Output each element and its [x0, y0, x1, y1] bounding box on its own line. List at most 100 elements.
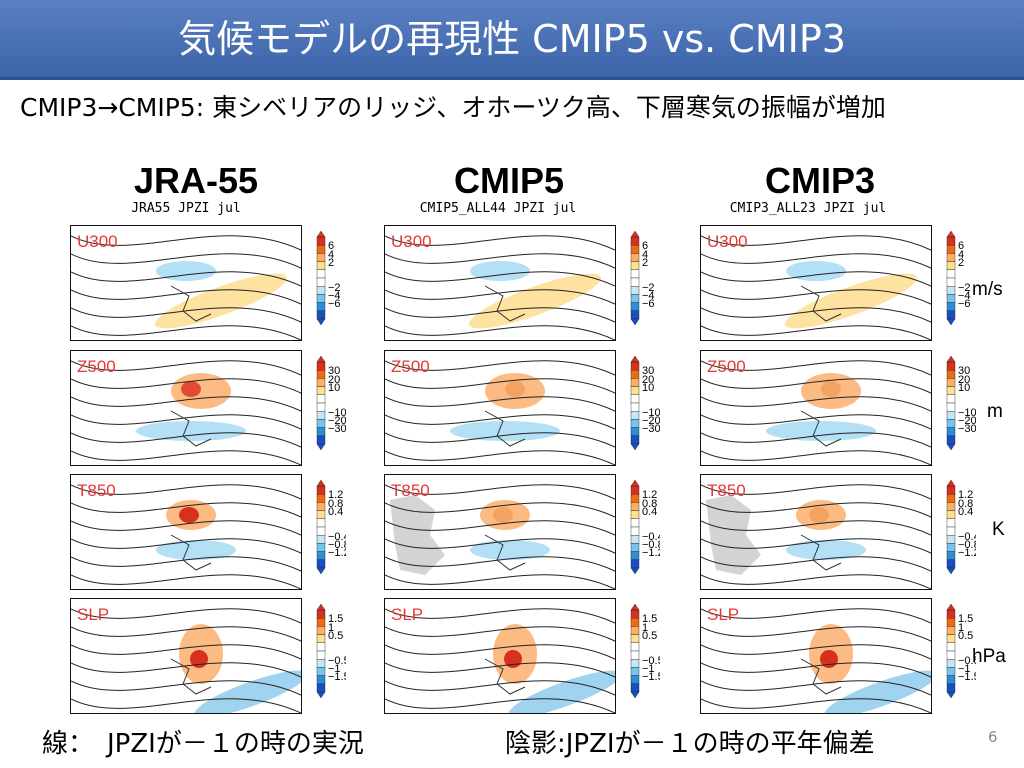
map-graphic	[385, 360, 615, 465]
map-panel-cmip5-z500: Z500	[384, 350, 616, 466]
colorbar-tick-label: −0.5	[328, 655, 346, 667]
map-panel-jra55-t850: T850	[70, 474, 302, 590]
shading-note: 陰影:JPZIが－１の時の平年偏差	[505, 729, 875, 759]
colorbar-tick-label: −2	[642, 282, 655, 294]
colorbar-tick-label: −20	[328, 415, 346, 427]
unit-label-z500: m	[987, 401, 1003, 422]
map-panel-cmip3-u300: U300	[700, 225, 932, 341]
colorbar-tick-label: −1.5	[958, 671, 976, 683]
colorbar-cmip5-slp: 1.510.5 −0.5−1−1.5	[630, 604, 660, 699]
colorbar-tick-label: 1	[958, 622, 964, 634]
colorbar-tick-label: −0.5	[642, 655, 660, 667]
colorbar-tick-label: 20	[642, 374, 654, 386]
column-heading-cmip5: CMIP5	[453, 160, 565, 201]
colorbar-tick-label: 6	[642, 240, 648, 252]
map-panel-cmip5-slp: SLP	[384, 598, 616, 714]
colorbar-tick-label: −20	[958, 415, 976, 427]
colorbar-tick-label: 4	[328, 249, 334, 261]
colorbar-tick-label: 10	[642, 382, 654, 394]
map-panel-jra55-slp: SLP	[70, 598, 302, 714]
map-graphic	[701, 484, 931, 589]
colorbar-tick-label: 10	[958, 382, 970, 394]
colorbar-tick-label: 30	[958, 365, 970, 377]
variable-label: Z500	[707, 357, 746, 376]
column-heading-jra55: JRA-55	[133, 160, 259, 201]
colorbar-tick-label: 1.2	[958, 489, 973, 501]
map-panel-jra55-u300: U300	[70, 225, 302, 341]
colorbar-tick-label: 30	[642, 365, 654, 377]
colorbar-tick-label: 6	[958, 240, 964, 252]
colorbar-tick-label: −30	[328, 423, 346, 435]
map-graphic	[385, 608, 615, 713]
colorbar-tick-label: −0.5	[958, 655, 976, 667]
slide-title: 気候モデルの再現性 CMIP5 vs. CMIP3	[178, 17, 846, 61]
colorbar-tick-label: −4	[328, 290, 341, 302]
title-bar: 気候モデルの再現性 CMIP5 vs. CMIP3	[0, 0, 1024, 80]
unit-label-u300: m/s	[972, 279, 1003, 300]
colorbar-tick-label: 4	[642, 249, 648, 261]
variable-label: T850	[77, 481, 116, 500]
colorbar-cmip5-u300: 642 −2−4−6	[630, 231, 655, 326]
unit-label-t850: K	[992, 519, 1005, 540]
colorbar-tick-label: −20	[642, 415, 660, 427]
colorbar-tick-label: −0.4	[642, 531, 660, 543]
column-heading-cmip3: CMIP3	[764, 160, 876, 201]
colorbar-tick-label: −4	[642, 290, 655, 302]
variable-label: SLP	[77, 605, 110, 624]
map-panel-cmip5-u300: U300	[384, 225, 616, 341]
variable-label: U300	[707, 232, 748, 251]
colorbar-tick-label: 1.5	[328, 613, 343, 625]
map-title-cmip3: CMIP3_ALL23 JPZI jul	[729, 201, 887, 216]
colorbar-tick-label: 1.2	[328, 489, 343, 501]
colorbar-jra55-slp: 1.510.5 −0.5−1−1.5	[316, 604, 346, 699]
colorbar-jra55-t850: 1.20.80.4 −0.4−0.8−1.2	[316, 480, 346, 575]
colorbar-tick-label: −30	[958, 423, 976, 435]
map-graphic	[385, 235, 615, 340]
unit-label-slp: hPa	[972, 646, 1006, 667]
colorbar-tick-label: 0.5	[642, 630, 657, 642]
colorbar-tick-label: −0.4	[328, 531, 346, 543]
colorbar-tick-label: −30	[642, 423, 660, 435]
colorbar-jra55-u300: 642 −2−4−6	[316, 231, 341, 326]
colorbar-tick-label: −0.8	[328, 539, 346, 551]
colorbar-tick-label: −6	[958, 298, 971, 310]
colorbar-cmip5-t850: 1.20.80.4 −0.4−0.8−1.2	[630, 480, 660, 575]
colorbar-tick-label: −6	[328, 298, 341, 310]
map-panel-cmip3-t850: T850	[700, 474, 932, 590]
colorbar-tick-label: 0.4	[328, 506, 343, 518]
map-panel-jra55-z500: Z500	[70, 350, 302, 466]
colorbar-tick-label: 2	[642, 257, 648, 269]
variable-label: SLP	[391, 605, 424, 624]
variable-label: SLP	[707, 605, 740, 624]
colorbar-tick-label: −0.8	[642, 539, 660, 551]
map-graphic	[71, 608, 301, 713]
map-graphic	[71, 360, 301, 465]
map-graphic	[71, 235, 301, 340]
page-number: 6	[988, 728, 998, 746]
map-title-jra55: JRA55 JPZI jul	[131, 201, 241, 216]
colorbar-tick-label: −6	[642, 298, 655, 310]
colorbar-tick-label: 4	[958, 249, 964, 261]
colorbar-tick-label: 0.8	[642, 498, 657, 510]
colorbar-tick-label: −1	[328, 663, 341, 675]
map-panel-cmip3-z500: Z500	[700, 350, 932, 466]
colorbar-tick-label: −0.8	[958, 539, 976, 551]
colorbar-tick-label: −1.5	[328, 671, 346, 683]
slide-subtitle: CMIP3→CMIP5: 東シベリアのリッジ、オホーツク高、下層寒気の振幅が増加	[20, 93, 886, 122]
colorbar-tick-label: 0.8	[328, 498, 343, 510]
map-graphic	[701, 235, 931, 340]
colorbar-tick-label: −1.2	[328, 547, 346, 559]
variable-label: U300	[77, 232, 118, 251]
colorbar-tick-label: 1	[328, 622, 334, 634]
colorbar-cmip3-t850: 1.20.80.4 −0.4−0.8−1.2	[946, 480, 976, 575]
colorbar-tick-label: 0.4	[958, 506, 973, 518]
colorbar-tick-label: 6	[328, 240, 334, 252]
colorbar-tick-label: −1.2	[642, 547, 660, 559]
variable-label: Z500	[77, 357, 116, 376]
colorbar-tick-label: 10	[328, 382, 340, 394]
colorbar-cmip3-slp: 1.510.5 −0.5−1−1.5	[946, 604, 976, 699]
map-graphic	[385, 484, 615, 589]
